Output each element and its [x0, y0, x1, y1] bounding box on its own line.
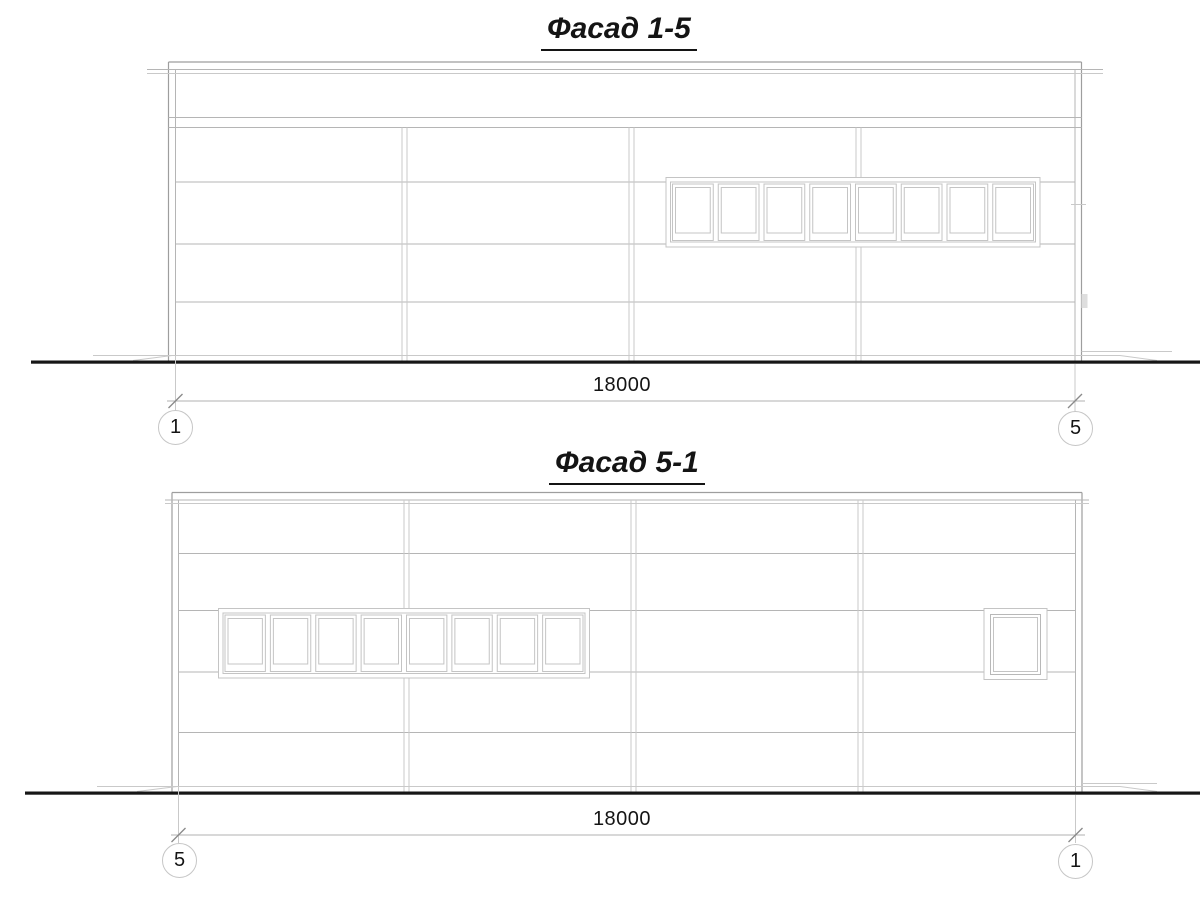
- facade-5-1-ground: [25, 783, 1200, 795]
- facade-1-5-window-band: [665, 177, 1041, 248]
- facade-5-1-dimension: [171, 786, 1085, 843]
- facade-1-5-title: Фасад 1-5: [459, 12, 779, 51]
- facade-5-1-title: Фасад 5-1: [467, 446, 787, 485]
- window-pane: [363, 618, 399, 665]
- grid-marker-axis-1-top: 1: [158, 410, 193, 445]
- window-pane: [499, 618, 536, 665]
- window-pane: [454, 618, 490, 665]
- window-pane: [812, 187, 848, 234]
- window-pane: [717, 183, 760, 241]
- facade-5-1-dimension-label: 18000: [592, 808, 652, 830]
- window-pane: [545, 618, 581, 665]
- window-pane: [406, 614, 448, 672]
- window-pane: [720, 187, 757, 234]
- downspout-fitting: [1081, 294, 1088, 308]
- window-pane: [315, 614, 357, 672]
- window-pane: [995, 187, 1031, 234]
- window-pane: [496, 614, 539, 672]
- window-pane: [360, 614, 402, 672]
- window-pane: [672, 183, 714, 241]
- facade-1-5-dimension-label: 18000: [592, 374, 652, 396]
- window-pane: [903, 187, 940, 234]
- facade-5-1-window-band: [218, 608, 590, 679]
- facade-1-5-title-text: Фасад 1-5: [541, 12, 697, 51]
- facade-1-5-ground: [31, 351, 1200, 364]
- facade-1-5-dimension: [167, 356, 1085, 412]
- grid-marker-axis-5-top: 5: [1058, 411, 1093, 446]
- facade-1-5-window-panes: [672, 183, 1034, 241]
- facade-5-1-window-panes: [224, 614, 584, 672]
- window-pane: [272, 618, 309, 665]
- window-pane: [809, 183, 851, 241]
- window-pane: [409, 618, 445, 665]
- facade-5-1-small-window: [983, 608, 1048, 680]
- window-pane: [675, 187, 711, 234]
- window-pane: [451, 614, 493, 672]
- window-pane: [224, 614, 266, 672]
- window-pane: [269, 614, 312, 672]
- window-pane: [858, 187, 894, 234]
- facade-5-1-title-text: Фасад 5-1: [549, 446, 705, 485]
- window-pane: [763, 183, 806, 241]
- window-pane: [946, 183, 989, 241]
- window-pane: [318, 618, 354, 665]
- window-pane: [855, 183, 897, 241]
- window-pane: [542, 614, 584, 672]
- window-pane: [766, 187, 803, 234]
- window-pane: [900, 183, 943, 241]
- window-pane: [992, 183, 1034, 241]
- window-pane: [949, 187, 986, 234]
- grid-marker-axis-1-bottom: 1: [1058, 844, 1093, 879]
- window-pane: [227, 618, 263, 665]
- grid-marker-axis-5-bottom: 5: [162, 843, 197, 878]
